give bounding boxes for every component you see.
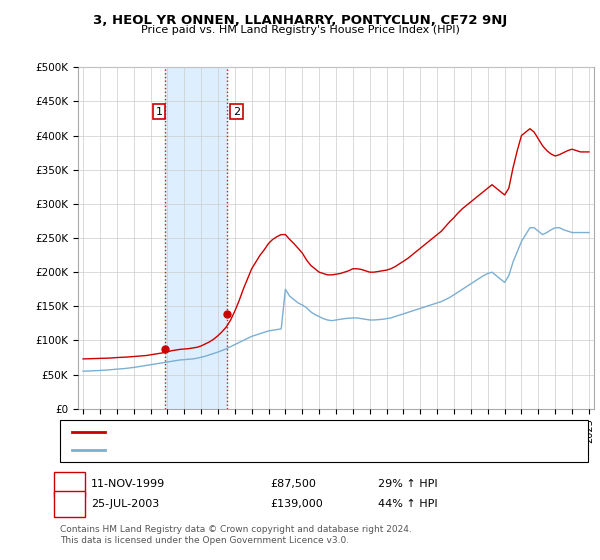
Text: 3, HEOL YR ONNEN, LLANHARRY, PONTYCLUN, CF72 9NJ: 3, HEOL YR ONNEN, LLANHARRY, PONTYCLUN, …: [93, 14, 507, 27]
Text: 11-NOV-1999: 11-NOV-1999: [91, 479, 166, 489]
Text: 3, HEOL YR ONNEN, LLANHARRY, PONTYCLUN, CF72 9NJ (detached house): 3, HEOL YR ONNEN, LLANHARRY, PONTYCLUN, …: [111, 427, 496, 437]
Text: 29% ↑ HPI: 29% ↑ HPI: [378, 479, 437, 489]
Text: 25-JUL-2003: 25-JUL-2003: [91, 499, 160, 509]
Text: Contains HM Land Registry data © Crown copyright and database right 2024.: Contains HM Land Registry data © Crown c…: [60, 525, 412, 534]
Text: £139,000: £139,000: [270, 499, 323, 509]
Text: £87,500: £87,500: [270, 479, 316, 489]
Text: This data is licensed under the Open Government Licence v3.0.: This data is licensed under the Open Gov…: [60, 536, 349, 545]
Text: Price paid vs. HM Land Registry's House Price Index (HPI): Price paid vs. HM Land Registry's House …: [140, 25, 460, 35]
Text: 44% ↑ HPI: 44% ↑ HPI: [378, 499, 437, 509]
Text: 2: 2: [66, 499, 73, 509]
Text: HPI: Average price, detached house, Rhondda Cynon Taf: HPI: Average price, detached house, Rhon…: [111, 445, 404, 455]
Text: 1: 1: [66, 479, 73, 489]
Text: 1: 1: [155, 106, 163, 116]
Bar: [165, 67, 227, 409]
Text: 2: 2: [233, 106, 240, 116]
